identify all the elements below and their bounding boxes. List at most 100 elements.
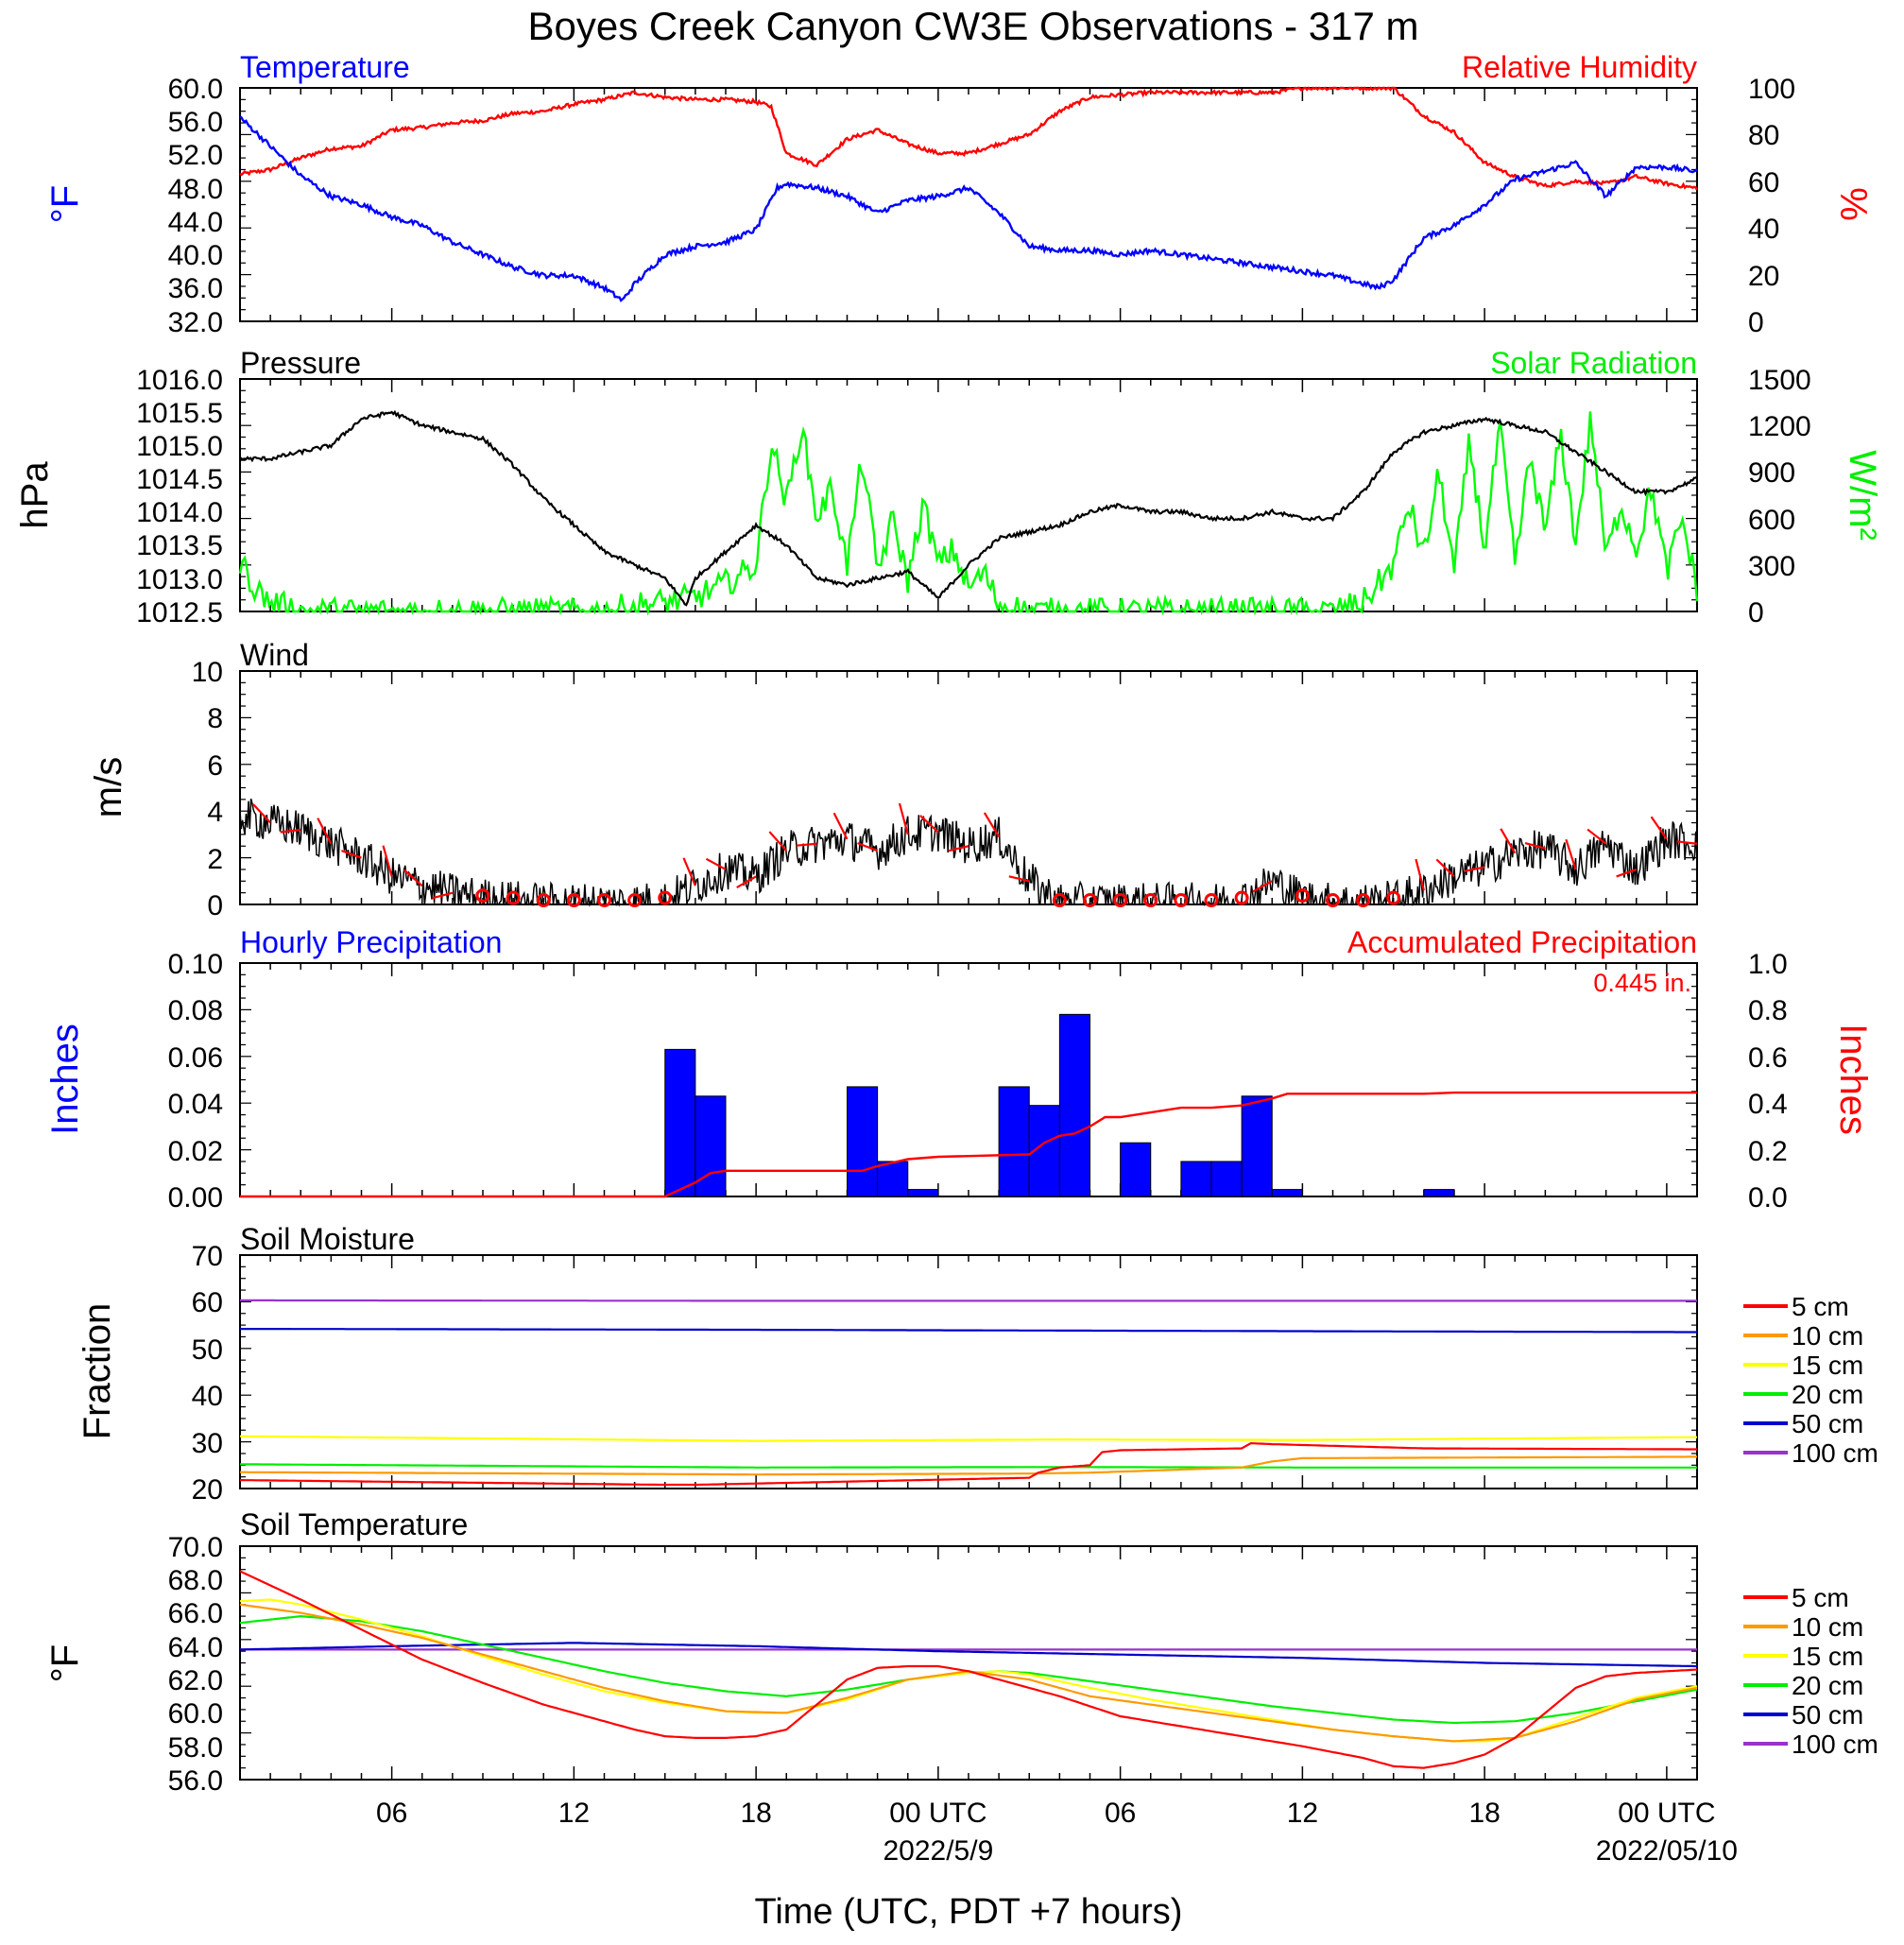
humidity-tick: 40 xyxy=(1748,214,1779,245)
precip-bar xyxy=(1241,1095,1273,1197)
calm-wind-marker xyxy=(475,888,490,904)
soil-moisture-tick: 40 xyxy=(192,1381,223,1412)
temperature-tick: 52.0 xyxy=(168,140,223,171)
precip-bar xyxy=(695,1095,727,1197)
pressure-tick: 1014.0 xyxy=(136,497,223,528)
wind-barb xyxy=(1676,840,1698,845)
accum-precip-total: 0.445 in. xyxy=(1593,969,1691,997)
x-tick-label: 00 UTC xyxy=(889,1798,986,1829)
calm-wind-marker xyxy=(597,893,611,908)
solar-tick: 1200 xyxy=(1748,411,1811,442)
wind-barb xyxy=(252,803,271,824)
x-tick-label: 00 UTC xyxy=(1618,1798,1715,1829)
soil-moisture-tick: 20 xyxy=(192,1474,223,1506)
legend-label: 100 cm xyxy=(1792,1730,1878,1759)
temperature-humidity-x-ticks xyxy=(239,87,1698,322)
solar-tick: 300 xyxy=(1748,551,1795,582)
temperature-tick: 60.0 xyxy=(168,74,223,105)
pressure-tick: 1015.5 xyxy=(136,398,223,429)
soil-temperature-units: °F xyxy=(44,1644,86,1682)
soil-moisture-tick: 70 xyxy=(192,1241,223,1272)
wind-barb xyxy=(919,815,939,834)
soil-temperature-tick: 68.0 xyxy=(168,1565,223,1596)
soil-moisture-x-ticks xyxy=(239,1254,1698,1489)
wind-barb xyxy=(736,875,757,889)
wind-title: Wind xyxy=(240,638,309,672)
precip-bar xyxy=(1271,1189,1303,1197)
legend-label: 15 cm xyxy=(1792,1351,1863,1380)
precip-bar xyxy=(1423,1189,1455,1197)
precip-bar xyxy=(847,1086,879,1197)
soil-temperature-plot xyxy=(239,1570,1698,1769)
wind-plot xyxy=(239,799,1698,908)
solar-radiation-line xyxy=(238,411,1699,616)
precip-bar xyxy=(998,1086,1030,1197)
temperature-line xyxy=(239,115,1698,302)
wind-barb xyxy=(1565,838,1577,870)
legend-label: 15 cm xyxy=(1792,1642,1863,1671)
humidity-tick: 20 xyxy=(1748,261,1779,292)
temperature-units: °F xyxy=(44,185,86,223)
x-axis-title: Time (UTC, PDT +7 hours) xyxy=(755,1892,1183,1932)
accum-precip-tick: 0.4 xyxy=(1748,1089,1788,1120)
calm-wind-marker xyxy=(1326,893,1340,908)
wind-barb xyxy=(1464,866,1485,872)
accum-precip-tick: 0.0 xyxy=(1748,1182,1788,1213)
precip-bar xyxy=(1058,1013,1090,1197)
pressure-tick: 1014.5 xyxy=(136,464,223,495)
soil-temperature-tick: 64.0 xyxy=(168,1632,223,1663)
wind-tick: 10 xyxy=(192,657,223,688)
soil-line-5cm xyxy=(239,1570,1698,1769)
wind-x-ticks xyxy=(239,670,1698,905)
legend-label: 10 cm xyxy=(1792,1612,1863,1642)
hourly-precip-title: Hourly Precipitation xyxy=(240,925,502,959)
precipitation-panel: 0.10 0.08 0.06 0.04 0.02 0.00 1.0 0.8 0.… xyxy=(44,925,1874,1213)
soil-temperature-tick: 62.0 xyxy=(168,1665,223,1696)
legend-label: 20 cm xyxy=(1792,1671,1863,1700)
pressure-tick: 1015.0 xyxy=(136,431,223,462)
accum-precip-tick: 0.6 xyxy=(1748,1042,1788,1074)
precip-bar xyxy=(877,1161,909,1197)
calm-wind-marker xyxy=(658,890,673,905)
pressure-solar-plot xyxy=(238,409,1699,616)
wind-barb xyxy=(682,857,696,886)
calm-wind-marker xyxy=(1234,890,1249,905)
calm-wind-marker xyxy=(1386,890,1401,905)
humidity-tick: 0 xyxy=(1748,307,1764,338)
calm-wind-marker xyxy=(1204,893,1219,908)
hourly-precip-tick: 0.06 xyxy=(168,1042,223,1074)
wind-barb xyxy=(1008,875,1030,883)
solar-tick: 0 xyxy=(1748,597,1764,628)
precip-bar xyxy=(1120,1142,1152,1197)
wind-barb xyxy=(832,812,849,840)
pressure-tick: 1012.5 xyxy=(136,597,223,628)
accum-precip-axis-labels: 1.0 0.8 0.6 0.4 0.2 0.0 xyxy=(1748,949,1788,1213)
accum-precip-tick: 0.2 xyxy=(1748,1136,1788,1167)
wind-barb xyxy=(280,828,301,834)
soil-line-50cm xyxy=(240,1328,1697,1334)
precipitation-plot xyxy=(240,1013,1697,1198)
calm-wind-marker xyxy=(566,893,581,908)
wind-tick: 2 xyxy=(207,844,223,875)
temperature-tick: 32.0 xyxy=(168,307,223,338)
soil-temperature-tick: 60.0 xyxy=(168,1698,223,1730)
wind-barb xyxy=(1650,816,1668,840)
soil-line-100cm xyxy=(240,1299,1697,1302)
temperature-tick: 44.0 xyxy=(168,207,223,238)
wind-barb xyxy=(1252,880,1273,893)
hourly-precip-tick: 0.00 xyxy=(168,1182,223,1213)
calm-wind-marker xyxy=(1174,893,1189,908)
wind-units: m/s xyxy=(88,757,129,818)
wind-barb xyxy=(1415,858,1425,891)
calm-wind-marker xyxy=(1356,893,1371,908)
wind-barb xyxy=(1616,868,1638,878)
soil-line-20cm xyxy=(240,1463,1697,1469)
soil-moisture-title: Soil Moisture xyxy=(240,1222,415,1256)
solar-axis-labels: 1500 1200 900 600 300 0 xyxy=(1748,365,1811,628)
wind-barb xyxy=(705,857,727,870)
figure-title: Boyes Creek Canyon CW3E Observations - 3… xyxy=(527,4,1418,48)
calm-wind-marker xyxy=(1143,893,1158,908)
hourly-precip-tick: 0.08 xyxy=(168,995,223,1026)
